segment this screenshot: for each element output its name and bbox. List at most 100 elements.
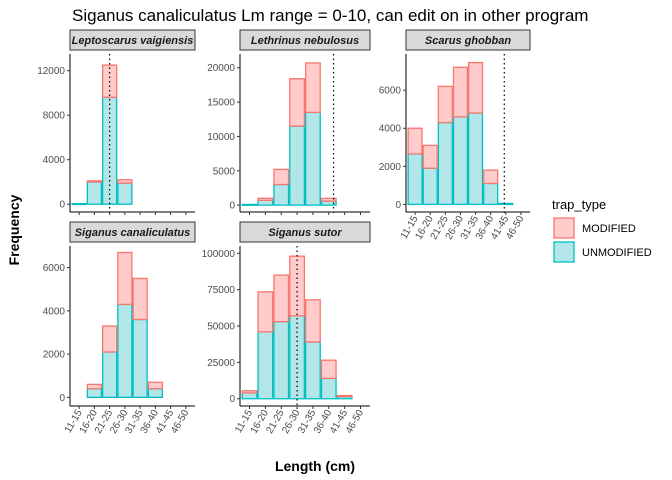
bar-unmodified-11-15 — [407, 153, 423, 206]
bar-modified-36-40 — [483, 169, 499, 185]
bar-modified-31-35 — [304, 62, 321, 114]
facet-strip — [69, 221, 196, 243]
bar-modified-26-30 — [452, 66, 469, 118]
bar-unmodified-41-45 — [498, 202, 514, 206]
y-tick-label: 10000 — [207, 132, 235, 143]
bar-modified-26-30 — [117, 251, 133, 306]
bar-unmodified-36-40 — [483, 182, 499, 206]
bar-unmodified-26-30 — [452, 116, 469, 206]
bar-unmodified-26-30 — [117, 303, 133, 399]
facet-label: Lethrinus nebulosus — [251, 35, 359, 47]
bar-unmodified-36-40 — [147, 388, 164, 399]
panel-lethrinus-nebulosus: Lethrinus nebulosus 0 5000 10000 15000 20000 — [207, 29, 371, 215]
bar-unmodified-21-25 — [273, 183, 290, 206]
bar-modified-41-45 — [336, 394, 353, 398]
bar-unmodified-11-15 — [241, 392, 258, 400]
bar-unmodified-11-15 — [241, 203, 258, 206]
series-unmodified — [241, 315, 353, 400]
y-tick-label: 4000 — [43, 306, 66, 317]
legend: trap_type MODIFIED UNMODIFIED — [552, 197, 652, 263]
bar-unmodified-31-35 — [304, 111, 321, 206]
facet-label: Siganus canaliculatus — [75, 227, 191, 239]
series-modified — [407, 61, 499, 185]
y-tick-label: 2000 — [43, 350, 66, 361]
facet-strip — [239, 29, 371, 51]
bar-modified-31-35 — [304, 299, 321, 343]
y-tick-label: 25000 — [207, 358, 235, 369]
legend-title: trap_type — [552, 197, 606, 212]
bar-unmodified-21-25 — [437, 121, 453, 206]
facet-strip — [405, 29, 531, 51]
series-modified — [241, 255, 353, 398]
bar-modified-31-35 — [467, 61, 484, 114]
legend-label: MODIFIED — [582, 223, 636, 235]
y-tick-label: 0 — [229, 394, 235, 405]
bar-modified-16-20 — [257, 291, 274, 333]
chart-title: Siganus canaliculatus Lm range = 0-10, c… — [72, 6, 588, 25]
facet-strip — [239, 221, 371, 243]
panel-siganus-canaliculatus: Siganus canaliculatus020004000600011-151… — [43, 221, 196, 436]
y-tick-label: 75000 — [207, 285, 235, 296]
y-tick-label: 0 — [229, 201, 235, 212]
y-tick-label: 0 — [59, 393, 65, 404]
bar-modified-26-30 — [289, 78, 306, 127]
series-unmodified — [407, 112, 514, 206]
y-tick-label: 8000 — [43, 111, 66, 122]
bar-unmodified-16-20 — [86, 181, 103, 205]
facet-label: Siganus sutor — [268, 227, 342, 239]
y-tick-label: 50000 — [207, 322, 235, 333]
y-tick-label: 5000 — [213, 166, 236, 177]
bar-modified-36-40 — [320, 197, 337, 202]
bar-modified-26-30 — [117, 179, 133, 184]
y-tick-label: 15000 — [207, 98, 235, 109]
series-unmodified — [241, 111, 337, 206]
panel-siganus-sutor: Siganus sutor025000500007500010000011-15… — [202, 221, 371, 436]
bar-modified-16-20 — [257, 197, 274, 201]
facet-strip — [69, 29, 196, 51]
bar-unmodified-31-35 — [304, 341, 321, 400]
bar-unmodified-16-20 — [257, 199, 274, 206]
y-tick-label: 4000 — [379, 124, 402, 135]
bar-modified-16-20 — [422, 144, 438, 169]
bar-modified-16-20 — [86, 383, 103, 390]
bar-modified-21-25 — [273, 274, 290, 323]
legend-label: UNMODIFIED — [582, 247, 652, 259]
bar-unmodified-26-30 — [117, 182, 133, 205]
legend-item-unmodified: UNMODIFIED — [553, 241, 652, 263]
series-modified — [86, 251, 164, 390]
series-modified — [257, 62, 337, 202]
bar-unmodified-16-20 — [257, 331, 274, 400]
y-axis-title: Frequency — [6, 194, 22, 265]
y-tick-label: 2000 — [379, 162, 402, 173]
bar-unmodified-16-20 — [422, 167, 438, 206]
bar-modified-21-25 — [437, 85, 453, 124]
bar-modified-36-40 — [147, 381, 164, 390]
legend-item-modified: MODIFIED — [553, 217, 636, 239]
y-tick-label: 6000 — [43, 263, 66, 274]
panel-leptoscarus-vaigiensis: Leptoscarus vaigiensis 0 4000 8000 12000 — [37, 29, 196, 215]
bar-modified-11-15 — [241, 390, 258, 394]
bar-unmodified-11-15 — [71, 203, 87, 206]
bar-modified-11-15 — [407, 127, 423, 155]
y-tick-label: 6000 — [379, 86, 402, 97]
bar-unmodified-21-25 — [273, 320, 290, 400]
panel-scarus-ghobban: Scarus ghobban020004000600011-1516-2021-… — [379, 29, 531, 242]
bar-unmodified-16-20 — [86, 388, 103, 399]
y-tick-label: 20000 — [207, 63, 235, 74]
bar-unmodified-26-30 — [289, 125, 306, 206]
y-tick-label: 0 — [59, 200, 65, 211]
bar-unmodified-36-40 — [320, 377, 337, 400]
bar-unmodified-31-35 — [467, 112, 484, 206]
x-axis-title: Length (cm) — [275, 458, 355, 474]
series-unmodified — [86, 303, 164, 399]
y-tick-label: 0 — [395, 200, 401, 211]
bar-modified-16-20 — [86, 180, 103, 183]
bar-modified-21-25 — [101, 325, 118, 353]
bar-modified-36-40 — [320, 359, 337, 380]
y-tick-label: 100000 — [202, 249, 236, 260]
legend-swatch — [553, 241, 575, 263]
series-unmodified — [71, 96, 133, 206]
facet-label: Leptoscarus vaigiensis — [72, 35, 194, 47]
y-tick-label: 4000 — [43, 155, 66, 166]
